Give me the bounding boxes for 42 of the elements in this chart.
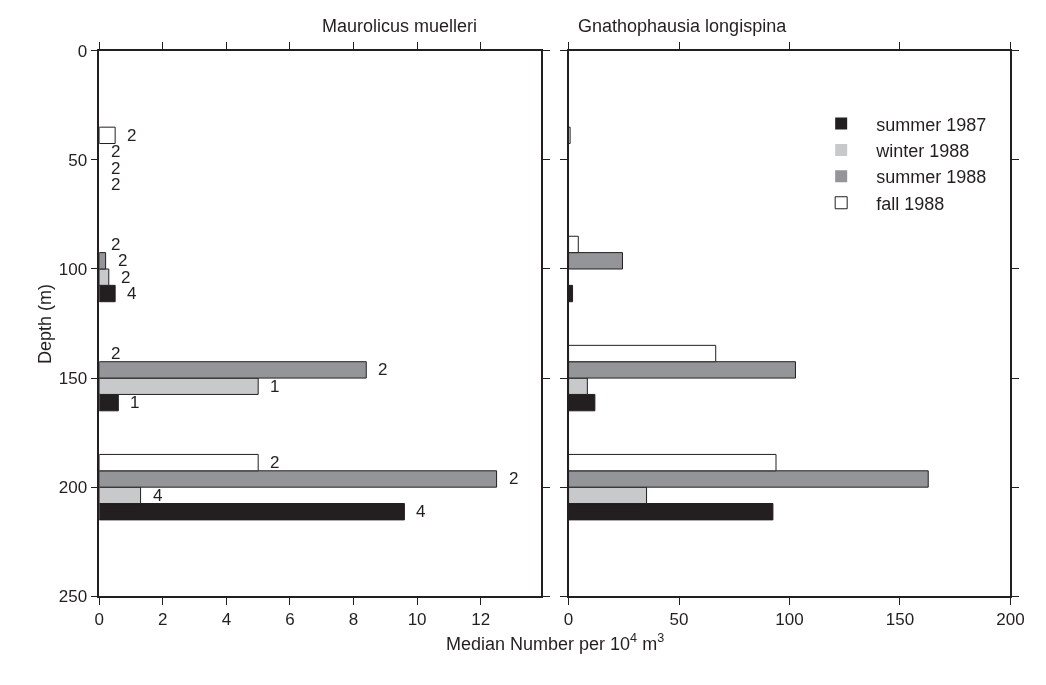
annotation: 4 <box>153 486 163 505</box>
y-tick-label: 50 <box>68 150 88 170</box>
annotation: 1 <box>130 393 140 412</box>
chart-title: Gnathophausia longispina <box>578 16 788 36</box>
annotation: 2 <box>111 175 121 194</box>
x-tick-label: 6 <box>285 610 295 630</box>
annotation: 2 <box>127 126 137 145</box>
legend-label: fall 1988 <box>876 193 945 214</box>
annotation: 2 <box>111 235 121 254</box>
x-tick-label: 12 <box>471 610 491 630</box>
legend-label: winter 1988 <box>875 140 970 161</box>
annotation: 4 <box>127 284 137 303</box>
y-tick-label: 200 <box>58 478 88 498</box>
annotation: 2 <box>111 344 121 363</box>
x-tick-label: 50 <box>669 610 689 630</box>
x-tick-label: 100 <box>775 610 804 630</box>
annotation: 2 <box>378 360 388 379</box>
y-tick-label: 100 <box>58 259 88 279</box>
y-tick-label: 150 <box>58 369 88 389</box>
x-tick-label: 2 <box>158 610 168 630</box>
annotation: 2 <box>111 142 121 161</box>
chart-title: Maurolicus muelleri <box>322 16 478 36</box>
annotation: 2 <box>509 469 519 488</box>
x-axis-title: Median Number per 10$^{4}$ m$^{3}$ <box>446 631 665 654</box>
x-tick-label: 150 <box>885 610 915 630</box>
annotation: 2 <box>121 268 131 287</box>
y-tick-label: 0 <box>77 41 88 61</box>
annotation: 4 <box>416 502 426 521</box>
x-tick-label: 0 <box>563 610 574 630</box>
x-tick-label: 10 <box>407 610 427 630</box>
x-tick-label: 200 <box>996 610 1025 630</box>
annotation: 2 <box>270 453 280 472</box>
y-axis-title: Depth (m) <box>34 284 55 365</box>
annotation: 2 <box>118 251 128 270</box>
x-tick-label: 0 <box>94 610 104 630</box>
y-tick-label: 250 <box>58 587 88 607</box>
annotation: 2 <box>111 159 121 178</box>
annotation: 1 <box>270 377 280 396</box>
legend-label: summer 1988 <box>876 167 987 188</box>
legend-label: summer 1987 <box>876 114 987 135</box>
x-tick-label: 8 <box>348 610 359 630</box>
x-tick-label: 4 <box>221 610 232 630</box>
